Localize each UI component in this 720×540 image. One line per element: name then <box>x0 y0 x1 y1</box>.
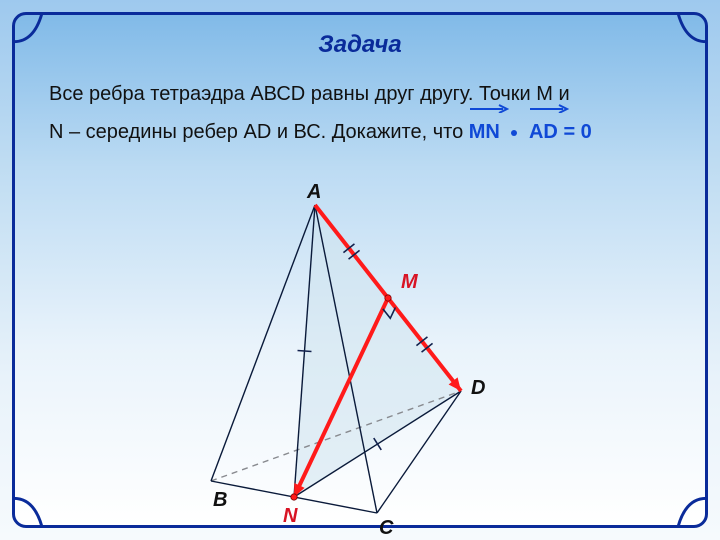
point-label-A: A <box>307 181 321 204</box>
slide-title: Задача <box>15 31 705 59</box>
vector-arrow-icon <box>529 101 569 113</box>
problem-text: Все ребра тетраэдра АВСD равны друг друг… <box>49 75 671 151</box>
equals-zero: = 0 <box>563 121 591 143</box>
slide-frame: Задача Все ребра тетраэдра АВСD равны др… <box>12 12 708 528</box>
point-label-B: B <box>213 489 227 512</box>
point-label-D: D <box>471 377 485 400</box>
vector-AD-text: AD <box>529 121 558 143</box>
point-label-N: N <box>283 505 297 528</box>
dot-operator <box>511 130 517 136</box>
point-label-M: M <box>401 271 418 294</box>
diagram-svg <box>165 185 505 540</box>
vector-arrow-icon <box>469 101 509 113</box>
title-text: Задача <box>318 31 401 58</box>
problem-line-1: Все ребра тетраэдра АВСD равны друг друг… <box>49 75 671 113</box>
vector-AD: AD <box>529 113 558 151</box>
tetrahedron-diagram: ABCDMN <box>165 185 505 540</box>
point-label-C: C <box>379 517 393 540</box>
vector-MN: MN <box>469 113 500 151</box>
problem-line-2a: N – середины ребер АD и ВС. Докажите, чт… <box>49 121 469 143</box>
problem-line-2: N – середины ребер АD и ВС. Докажите, чт… <box>49 113 671 151</box>
vector-MN-text: MN <box>469 121 500 143</box>
